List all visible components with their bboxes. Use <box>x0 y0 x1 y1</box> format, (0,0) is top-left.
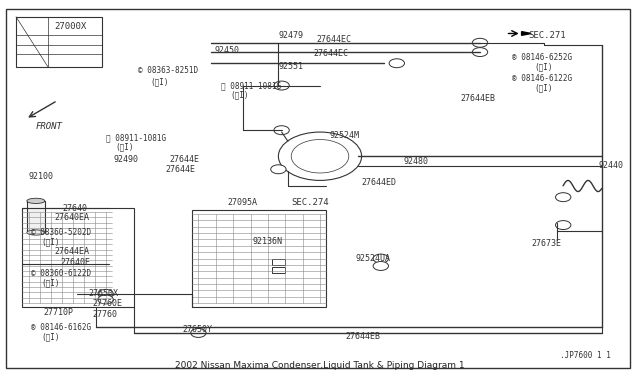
Circle shape <box>98 289 113 298</box>
Text: © 08360-6122D: © 08360-6122D <box>31 269 91 278</box>
Text: 27644EB: 27644EB <box>346 332 381 341</box>
Text: 27000X: 27000X <box>54 22 86 31</box>
Ellipse shape <box>27 230 45 235</box>
Text: 92524UA: 92524UA <box>355 254 390 263</box>
Text: (　I): ( I) <box>42 237 60 246</box>
Text: Ⓝ 08911-1081G: Ⓝ 08911-1081G <box>221 81 281 90</box>
Text: 27644ED: 27644ED <box>362 178 397 187</box>
Text: 27644E: 27644E <box>170 155 200 164</box>
Circle shape <box>472 48 488 57</box>
Circle shape <box>274 81 289 90</box>
Text: (　I): ( I) <box>534 83 553 92</box>
Circle shape <box>556 221 571 230</box>
Text: 92100: 92100 <box>29 172 54 181</box>
Text: SEC.274: SEC.274 <box>291 198 329 207</box>
Text: 27673E: 27673E <box>531 239 561 248</box>
Circle shape <box>472 38 488 47</box>
Text: (　I): ( I) <box>230 90 249 99</box>
Text: ® 08146-6252G: ® 08146-6252G <box>512 53 572 62</box>
Text: 92551: 92551 <box>278 62 303 71</box>
Text: 27640E: 27640E <box>61 258 91 267</box>
Text: 27760: 27760 <box>93 310 118 319</box>
Text: 27644EB: 27644EB <box>461 94 496 103</box>
Text: 27644EA: 27644EA <box>54 247 90 256</box>
Bar <box>27 201 45 232</box>
Bar <box>272 259 285 265</box>
Text: 27644EC: 27644EC <box>314 49 349 58</box>
Text: .JP7600 1 1: .JP7600 1 1 <box>560 351 611 360</box>
Circle shape <box>98 295 113 304</box>
Text: 27640: 27640 <box>63 204 88 213</box>
Text: 27650Y: 27650Y <box>182 325 212 334</box>
Text: FRONT: FRONT <box>35 122 62 131</box>
Circle shape <box>191 328 206 337</box>
Polygon shape <box>522 32 531 35</box>
Text: 92490: 92490 <box>114 155 139 164</box>
Text: (　I): ( I) <box>150 77 169 86</box>
Text: 27710P: 27710P <box>44 308 74 317</box>
Circle shape <box>271 165 286 174</box>
Text: ® 08146-6122G: ® 08146-6122G <box>512 74 572 83</box>
Text: (　I): ( I) <box>115 142 134 151</box>
Circle shape <box>556 193 571 202</box>
Text: 27760E: 27760E <box>93 299 123 308</box>
Text: 92136N: 92136N <box>253 237 283 246</box>
Text: 92479: 92479 <box>278 31 303 40</box>
Circle shape <box>373 254 388 263</box>
Text: Ⓝ 08911-1081G: Ⓝ 08911-1081G <box>106 133 166 142</box>
Text: © 08360-5202D: © 08360-5202D <box>31 228 91 237</box>
Text: (　I): ( I) <box>42 278 60 287</box>
Text: 2002 Nissan Maxima Condenser,Liquid Tank & Piping Diagram 1: 2002 Nissan Maxima Condenser,Liquid Tank… <box>175 361 465 370</box>
Circle shape <box>389 59 404 68</box>
Text: 92450: 92450 <box>214 46 239 55</box>
Text: 27095A: 27095A <box>227 198 257 207</box>
Bar <box>192 210 326 307</box>
Text: 92524M: 92524M <box>330 131 360 140</box>
Text: © 08363-8251D: © 08363-8251D <box>138 66 198 75</box>
Circle shape <box>373 262 388 270</box>
Text: (　I): ( I) <box>534 62 553 71</box>
Text: 27650X: 27650X <box>88 289 118 298</box>
Text: (　I): ( I) <box>42 332 60 341</box>
Text: ® 08146-6162G: ® 08146-6162G <box>31 323 91 332</box>
Text: 27644EC: 27644EC <box>317 35 352 44</box>
Ellipse shape <box>27 198 45 203</box>
Bar <box>22 208 134 307</box>
Text: 92480: 92480 <box>403 157 428 166</box>
Text: SEC.271: SEC.271 <box>528 31 566 40</box>
Text: 27640EA: 27640EA <box>54 213 90 222</box>
Bar <box>16 17 102 67</box>
Text: 27644E: 27644E <box>165 165 195 174</box>
Text: 92440: 92440 <box>598 161 623 170</box>
Bar <box>272 267 285 273</box>
Circle shape <box>274 126 289 135</box>
